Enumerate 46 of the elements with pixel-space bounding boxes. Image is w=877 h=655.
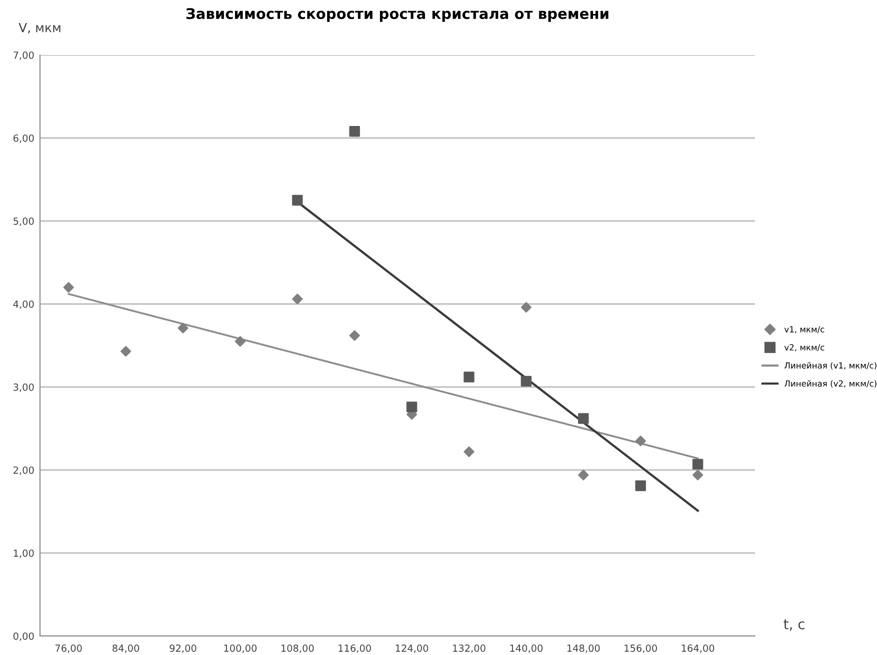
point [349,126,360,137]
x-tick-label: 124,00 [396,644,428,653]
x-tick-label: 108,00 [281,644,314,653]
point [578,413,589,424]
point [292,194,303,206]
legend-label: v2, мкм/с [784,344,824,352]
y-tick-label: 3,00 [14,383,34,392]
point [692,458,704,470]
y-tick-label: 0,00 [13,632,34,641]
chart-title: Зависимость скорости роста кристала от времени [186,8,608,22]
legend-label: Линейная (v2, мкм/с) [784,380,876,388]
point [349,330,360,341]
x-tick-label: 140,00 [510,644,543,653]
point [520,302,532,313]
point [234,336,246,347]
y-tick-label: 7,00 [14,51,34,60]
point [635,436,646,446]
y-tick-label: 1,00 [14,549,34,558]
x-axis-title: t, с [784,619,804,631]
y-tick-label: 4,00 [13,300,34,309]
legend-label: v1, мкм/с [784,326,824,334]
point [520,376,532,387]
x-tick-label: 116,00 [338,644,371,653]
x-tick-label: 148,00 [567,644,600,653]
point [178,322,188,334]
point [464,446,474,458]
point [464,372,474,382]
y-tick-label: 6,00 [13,134,34,143]
x-tick-label: 84,00 [112,644,140,653]
point [578,470,589,480]
point [120,346,132,357]
point [63,282,74,293]
x-tick-label: 100,00 [224,644,257,653]
x-tick-label: 156,00 [624,644,657,653]
y-axis-title: V, мкм [18,22,60,34]
point [406,402,418,412]
point [635,480,646,492]
x-tick-label: 132,00 [453,644,486,653]
x-tick-label: 76,00 [55,644,82,653]
legend-label: Линейная (v1, мкм/с) [784,362,876,370]
y-tick-label: 5,00 [14,217,34,226]
x-tick-label: 164,00 [682,644,714,653]
y-tick-label: 2,00 [14,466,34,475]
x-tick-label: 92,00 [170,644,196,653]
point [292,294,303,304]
point [692,470,704,480]
